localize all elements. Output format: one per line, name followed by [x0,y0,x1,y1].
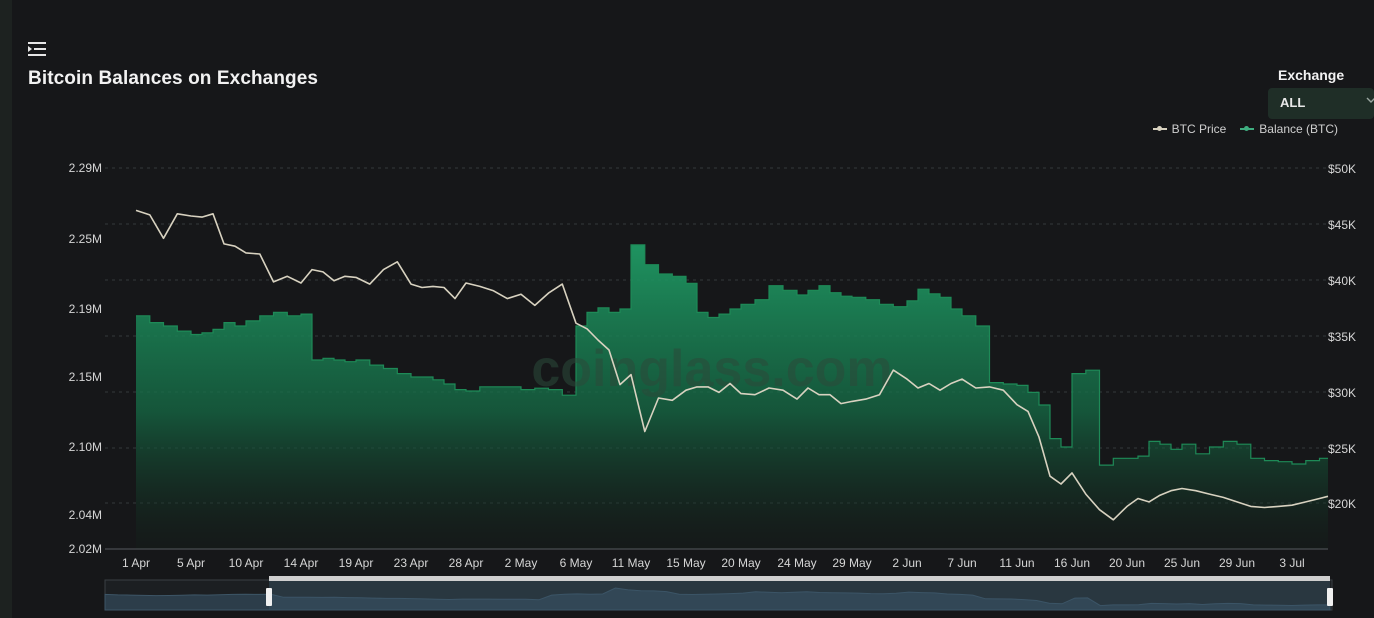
legend-label-btc-price: BTC Price [1171,122,1227,136]
x-tick-label: 28 Apr [449,556,484,570]
navigator-mini-series [104,587,1331,611]
x-tick-label: 20 Jun [1109,556,1145,570]
x-tick-label: 10 Apr [229,556,264,570]
x-tick-label: 2 May [505,556,538,570]
x-tick-label: 24 May [777,556,816,570]
y-axis-right: $50K $45K $40K $35K $30K $25K $20K [1328,162,1356,511]
range-navigator[interactable] [104,576,1333,611]
x-tick-label: 23 Apr [394,556,429,570]
y-left-tick-label: 2.19M [69,302,102,316]
x-tick-label: 14 Apr [284,556,319,570]
btc-price-line [135,209,1329,521]
x-tick-label: 29 Jun [1219,556,1255,570]
y-right-tick-label: $45K [1328,218,1356,232]
x-tick-label: 5 Apr [177,556,205,570]
balance-area [136,244,1328,550]
y-right-tick-label: $20K [1328,497,1356,511]
x-tick-label: 25 Jun [1164,556,1200,570]
legend-label-balance: Balance (BTC) [1259,122,1338,136]
x-tick-label: 20 May [721,556,760,570]
y-right-tick-label: $50K [1328,162,1356,176]
x-tick-label: 11 Jun [999,556,1034,570]
x-tick-label: 16 Jun [1054,556,1090,570]
x-tick-label: 19 Apr [339,556,374,570]
y-left-tick-label: 2.02M [69,542,102,556]
menu-collapse-icon[interactable] [28,41,48,57]
page-title: Bitcoin Balances on Exchanges [28,68,319,89]
exchange-selected-value: ALL [1280,95,1306,110]
x-tick-label: 15 May [666,556,705,570]
y-right-tick-label: $25K [1328,442,1356,456]
legend-item-balance[interactable]: Balance (BTC) [1240,122,1338,136]
y-left-tick-label: 2.25M [69,232,102,246]
x-tick-label: 1 Apr [122,556,150,570]
y-axis-left: 2.29M 2.25M 2.19M 2.15M 2.10M 2.04M 2.02M [69,161,102,556]
y-left-tick-label: 2.10M [69,440,102,454]
x-tick-label: 3 Jul [1279,556,1304,570]
x-tick-label: 2 Jun [892,556,921,570]
legend-item-btc-price[interactable]: BTC Price [1152,122,1227,136]
x-tick-label: 7 Jun [947,556,976,570]
page-edge-strip [0,0,12,618]
y-right-tick-label: $40K [1328,274,1356,288]
legend-swatch-balance [1240,126,1255,131]
navigator-handle-left[interactable] [266,588,272,606]
y-right-tick-label: $35K [1328,330,1356,344]
x-tick-label: 29 May [832,556,871,570]
navigator-selection[interactable] [269,580,1330,610]
x-tick-label: 11 May [612,556,650,570]
balance-line [136,244,1328,466]
x-axis: 1 Apr 5 Apr 10 Apr 14 Apr 19 Apr 23 Apr 28 Apr… [122,556,1305,570]
y-left-tick-label: 2.29M [69,161,102,175]
navigator-top-bar[interactable] [269,576,1330,581]
chart-legend: BTC Price Balance (BTC) [1152,122,1338,136]
y-left-tick-label: 2.15M [69,370,102,384]
navigator-handle-right[interactable] [1327,588,1333,606]
y-right-tick-label: $30K [1328,386,1356,400]
y-left-tick-label: 2.04M [69,508,102,522]
exchange-label: Exchange [1278,67,1345,83]
legend-swatch-btc-price [1152,126,1167,131]
x-tick-label: 6 May [560,556,593,570]
